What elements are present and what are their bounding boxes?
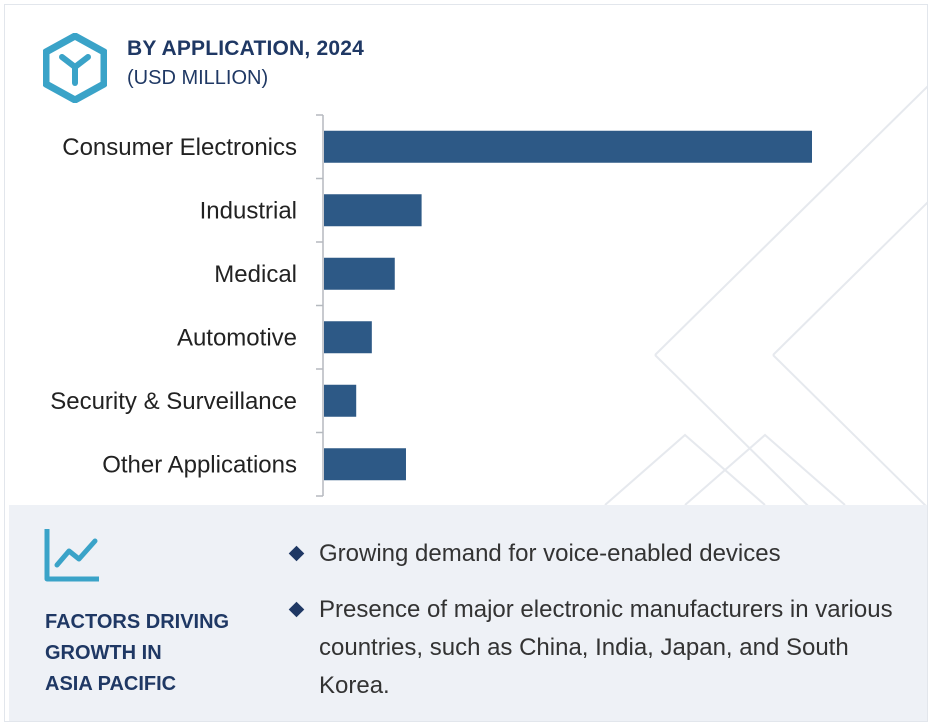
- bar: [324, 384, 357, 417]
- bar: [324, 194, 422, 227]
- factor-text: Presence of major electronic manufacture…: [319, 596, 893, 699]
- bar: [324, 448, 406, 481]
- diamond-bullet-icon: [288, 601, 305, 618]
- category-label: Medical: [214, 261, 297, 288]
- factor-item: Growing demand for voice-enabled devices: [287, 535, 907, 573]
- bar: [324, 130, 812, 163]
- trend-chart-icon: [44, 529, 99, 582]
- factors-title: FACTORS DRIVING GROWTH IN ASIA PACIFIC: [45, 611, 230, 695]
- chart-title: BY APPLICATION, 2024: [127, 37, 365, 60]
- category-label: Consumer Electronics: [62, 134, 297, 161]
- chart-subtitle: (USD MILLION): [127, 67, 269, 89]
- factors-list: Growing demand for voice-enabled devices…: [287, 535, 907, 721]
- factor-item: Presence of major electronic manufacture…: [287, 591, 907, 705]
- factors-panel: FACTORS DRIVING GROWTH IN ASIA PACIFIC G…: [9, 505, 927, 721]
- bar-chart: Consumer Electronics Industrial Medical Aut…: [50, 114, 812, 497]
- infographic-card: BY APPLICATION, 2024 (USD MILLION) Consu…: [4, 4, 928, 722]
- category-label: Other Applications: [102, 451, 297, 478]
- diamond-bullet-icon: [288, 545, 305, 562]
- bar: [324, 257, 395, 290]
- category-label: Security & Surveillance: [50, 388, 297, 415]
- category-label: Industrial: [200, 197, 297, 224]
- category-label: Automotive: [177, 324, 297, 351]
- bar: [324, 321, 372, 354]
- factor-text: Growing demand for voice-enabled devices: [319, 540, 781, 567]
- cube-icon: [43, 33, 107, 103]
